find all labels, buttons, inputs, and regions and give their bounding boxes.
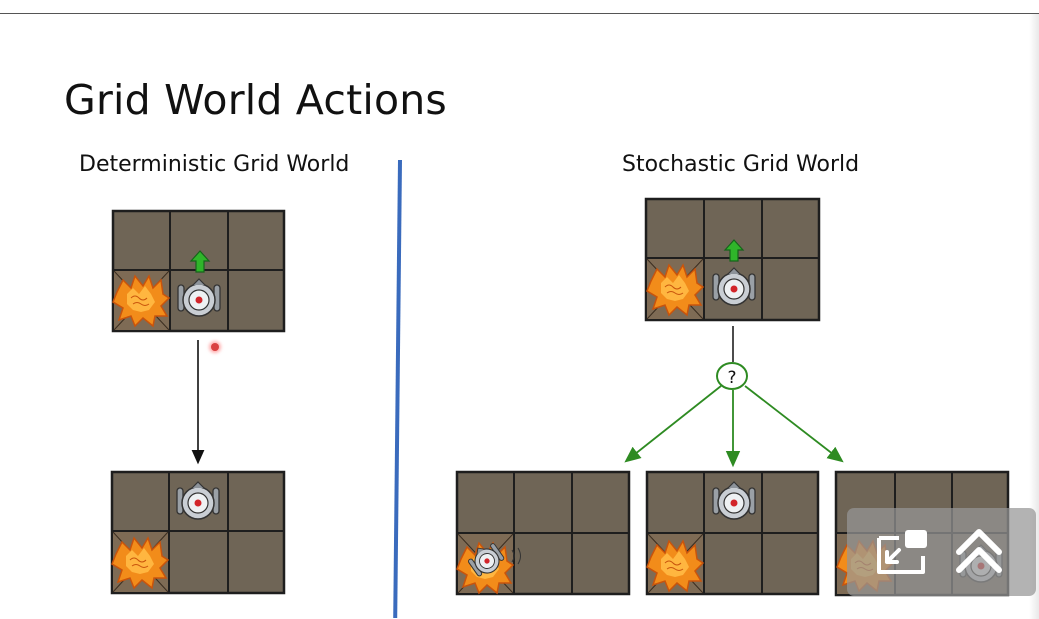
top-rule bbox=[0, 13, 1039, 14]
scroll-edge bbox=[1029, 14, 1039, 619]
det-grid-before bbox=[111, 209, 286, 333]
stoch-outcome-middle bbox=[645, 470, 820, 596]
video-overlay-controls bbox=[847, 508, 1036, 596]
pointer-highlight bbox=[211, 343, 219, 351]
stochastic-heading: Stochastic Grid World bbox=[622, 152, 860, 177]
double-chevron-up-icon bbox=[956, 529, 1002, 573]
expand-button[interactable] bbox=[947, 520, 1011, 584]
chance-node: ? bbox=[716, 362, 748, 390]
slide-title: Grid World Actions bbox=[64, 76, 447, 124]
stoch-outcome-left bbox=[455, 470, 631, 596]
chance-node-label: ? bbox=[727, 368, 736, 388]
picture-in-picture-icon bbox=[877, 530, 927, 574]
picture-in-picture-button[interactable] bbox=[869, 520, 933, 584]
deterministic-heading: Deterministic Grid World bbox=[79, 152, 350, 177]
det-grid-after bbox=[110, 470, 286, 595]
stoch-grid-before bbox=[644, 197, 821, 322]
